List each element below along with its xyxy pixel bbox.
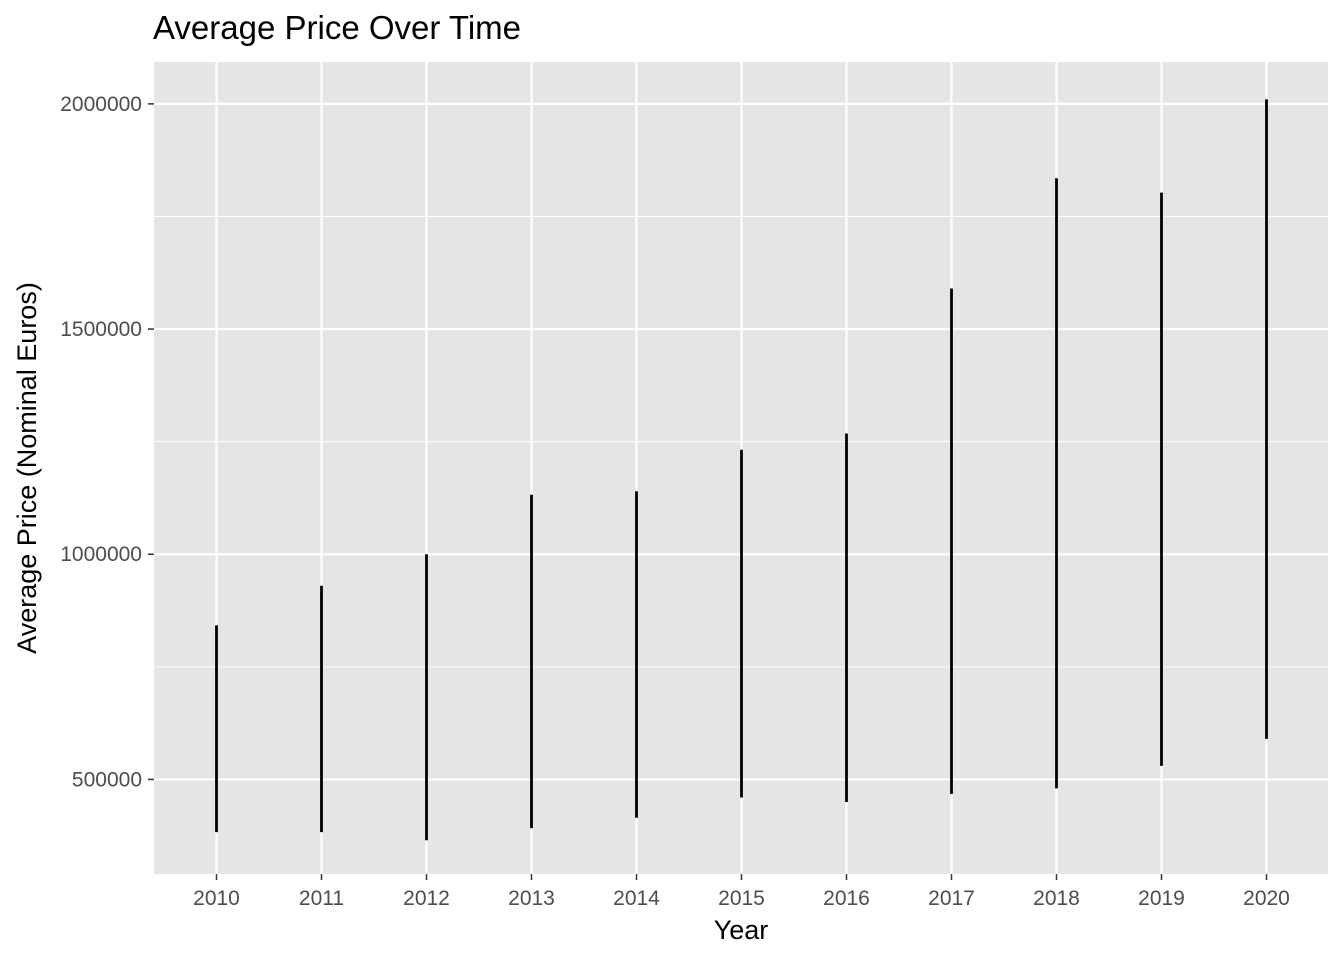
x-tick-label: 2015 bbox=[718, 887, 765, 910]
x-tick-label: 2014 bbox=[613, 887, 660, 910]
y-axis-title: Average Price (Nominal Euros) bbox=[12, 282, 42, 654]
x-tick-label: 2011 bbox=[299, 887, 344, 910]
x-tick-label: 2017 bbox=[928, 887, 975, 910]
y-tick-label: 1000000 bbox=[60, 543, 142, 566]
axis-layer: 500000 1000000 1500000 2000000 2010 2011 2012 2… bbox=[60, 93, 1290, 910]
x-tick-label: 2010 bbox=[193, 887, 240, 910]
x-tick-label: 2020 bbox=[1243, 887, 1290, 910]
x-tick-label: 2013 bbox=[508, 887, 555, 910]
chart-title: Average Price Over Time bbox=[153, 9, 521, 46]
y-tick-label: 1500000 bbox=[60, 318, 142, 341]
marks-layer bbox=[215, 99, 1268, 841]
x-tick-label: 2019 bbox=[1138, 887, 1185, 910]
y-tick-label: 500000 bbox=[72, 768, 142, 791]
x-tick-label: 2018 bbox=[1033, 887, 1080, 910]
y-tick-label: 2000000 bbox=[60, 93, 142, 116]
x-axis-title: Year bbox=[714, 915, 769, 945]
x-tick-label: 2012 bbox=[403, 887, 450, 910]
x-tick-label: 2016 bbox=[823, 887, 870, 910]
